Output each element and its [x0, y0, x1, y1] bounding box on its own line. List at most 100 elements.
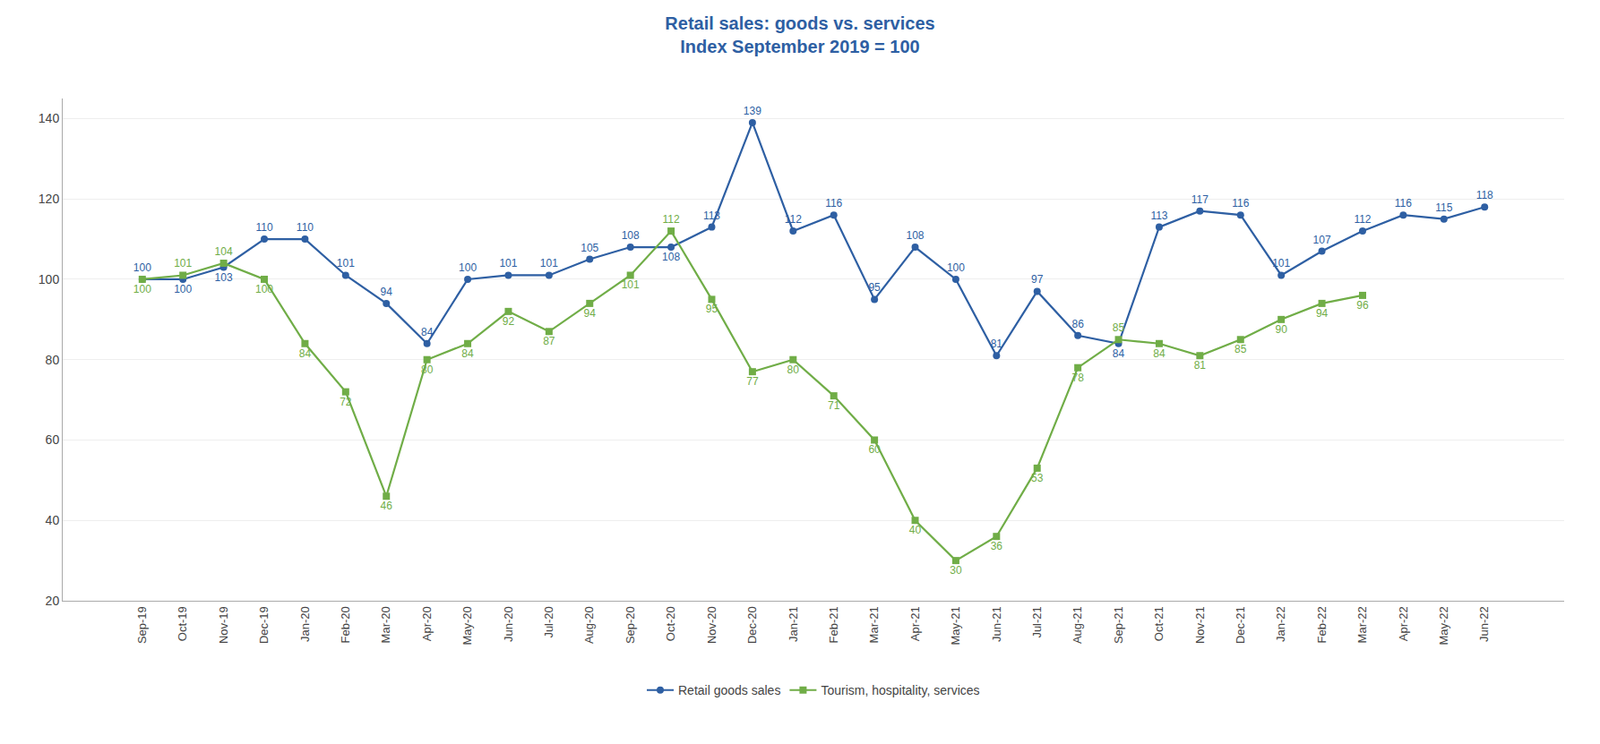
- svg-text:101: 101: [336, 257, 355, 270]
- svg-text:Jun-21: Jun-21: [989, 606, 1004, 643]
- svg-text:Dec-19: Dec-19: [257, 606, 271, 645]
- svg-text:72: 72: [339, 395, 353, 409]
- svg-text:80: 80: [45, 352, 61, 368]
- svg-text:101: 101: [173, 257, 192, 270]
- svg-text:113: 113: [703, 209, 721, 223]
- svg-text:94: 94: [380, 285, 394, 299]
- svg-text:Oct-19: Oct-19: [175, 606, 190, 642]
- svg-text:87: 87: [542, 335, 556, 348]
- svg-text:46: 46: [380, 499, 394, 513]
- svg-text:108: 108: [906, 229, 925, 242]
- svg-text:116: 116: [825, 197, 843, 210]
- svg-text:60: 60: [45, 432, 61, 448]
- svg-text:Mar-22: Mar-22: [1355, 606, 1369, 644]
- svg-text:Jun-20: Jun-20: [501, 606, 516, 643]
- svg-text:20: 20: [45, 593, 61, 609]
- svg-text:140: 140: [38, 111, 61, 126]
- svg-text:94: 94: [1316, 307, 1329, 320]
- svg-text:105: 105: [580, 241, 599, 255]
- svg-text:Aug-20: Aug-20: [582, 606, 596, 645]
- svg-text:Jun-22: Jun-22: [1477, 606, 1491, 643]
- svg-text:36: 36: [990, 540, 1004, 553]
- svg-text:Jul-20: Jul-20: [541, 606, 556, 638]
- svg-text:100: 100: [458, 261, 477, 275]
- svg-text:81: 81: [990, 337, 1004, 351]
- svg-text:Feb-20: Feb-20: [338, 606, 353, 644]
- svg-text:94: 94: [584, 307, 597, 320]
- svg-text:84: 84: [1112, 347, 1126, 361]
- svg-text:100: 100: [255, 283, 274, 296]
- svg-text:Oct-20: Oct-20: [663, 606, 678, 642]
- svg-text:100: 100: [946, 261, 965, 275]
- svg-text:112: 112: [662, 213, 680, 226]
- svg-text:92: 92: [502, 315, 516, 328]
- svg-text:110: 110: [255, 221, 273, 234]
- svg-text:100: 100: [173, 283, 192, 296]
- svg-text:101: 101: [621, 278, 640, 292]
- svg-text:100: 100: [133, 283, 152, 296]
- svg-text:Sep-19: Sep-19: [135, 606, 149, 645]
- svg-text:103: 103: [215, 271, 233, 284]
- svg-text:Dec-20: Dec-20: [745, 606, 759, 645]
- svg-text:Retail sales: goods vs. servic: Retail sales: goods vs. servicesIndex Se…: [664, 13, 935, 57]
- svg-text:Nov-21: Nov-21: [1193, 606, 1207, 645]
- svg-text:Mar-20: Mar-20: [378, 606, 393, 644]
- svg-text:116: 116: [1231, 197, 1249, 210]
- svg-text:Oct-21: Oct-21: [1152, 606, 1166, 642]
- svg-text:Apr-21: Apr-21: [908, 606, 922, 642]
- svg-text:80: 80: [421, 363, 434, 377]
- svg-text:Nov-20: Nov-20: [705, 606, 719, 645]
- svg-text:112: 112: [784, 213, 802, 226]
- svg-text:Tourism, hospitality, services: Tourism, hospitality, services: [820, 683, 980, 698]
- svg-text:84: 84: [299, 347, 312, 361]
- svg-text:71: 71: [827, 399, 841, 413]
- svg-text:107: 107: [1313, 233, 1332, 247]
- svg-text:Dec-21: Dec-21: [1233, 606, 1248, 645]
- svg-text:110: 110: [296, 221, 314, 234]
- svg-text:Apr-22: Apr-22: [1396, 606, 1411, 642]
- svg-text:Mar-21: Mar-21: [867, 606, 881, 644]
- svg-text:Retail goods sales: Retail goods sales: [678, 683, 781, 698]
- svg-text:May-20: May-20: [460, 606, 474, 646]
- svg-text:60: 60: [868, 443, 881, 456]
- svg-text:Sep-20: Sep-20: [623, 606, 637, 645]
- svg-text:86: 86: [1071, 318, 1084, 331]
- svg-text:Feb-21: Feb-21: [826, 606, 841, 644]
- svg-text:113: 113: [1150, 209, 1168, 223]
- svg-text:40: 40: [909, 524, 922, 537]
- svg-text:104: 104: [215, 245, 233, 259]
- svg-text:Jul-21: Jul-21: [1030, 606, 1044, 638]
- svg-text:Jan-21: Jan-21: [786, 606, 800, 643]
- svg-text:84: 84: [1152, 347, 1166, 361]
- svg-text:101: 101: [498, 257, 517, 270]
- svg-text:100: 100: [133, 261, 152, 275]
- svg-text:77: 77: [746, 375, 759, 388]
- svg-text:80: 80: [787, 363, 800, 377]
- svg-text:Feb-22: Feb-22: [1315, 606, 1329, 644]
- svg-text:118: 118: [1476, 189, 1494, 202]
- svg-text:100: 100: [38, 272, 61, 287]
- svg-text:40: 40: [45, 513, 61, 528]
- svg-text:120: 120: [38, 191, 61, 207]
- svg-text:96: 96: [1356, 299, 1369, 312]
- svg-text:85: 85: [1112, 321, 1126, 335]
- svg-text:Nov-19: Nov-19: [216, 606, 231, 645]
- svg-text:Apr-20: Apr-20: [420, 606, 434, 642]
- svg-text:95: 95: [868, 281, 881, 294]
- svg-text:97: 97: [1031, 273, 1044, 286]
- svg-text:139: 139: [743, 104, 762, 118]
- svg-text:84: 84: [461, 347, 474, 361]
- svg-text:Sep-21: Sep-21: [1111, 606, 1126, 645]
- svg-text:May-21: May-21: [948, 606, 963, 646]
- svg-text:101: 101: [540, 257, 559, 270]
- svg-text:108: 108: [662, 250, 680, 264]
- svg-text:Jan-22: Jan-22: [1273, 606, 1288, 643]
- svg-text:Aug-21: Aug-21: [1070, 606, 1084, 645]
- svg-text:101: 101: [1272, 257, 1291, 270]
- svg-text:78: 78: [1071, 371, 1084, 385]
- svg-text:81: 81: [1194, 359, 1207, 372]
- svg-text:53: 53: [1031, 472, 1044, 485]
- svg-text:108: 108: [621, 229, 640, 242]
- svg-text:Jan-20: Jan-20: [298, 606, 312, 643]
- svg-text:May-22: May-22: [1436, 606, 1451, 646]
